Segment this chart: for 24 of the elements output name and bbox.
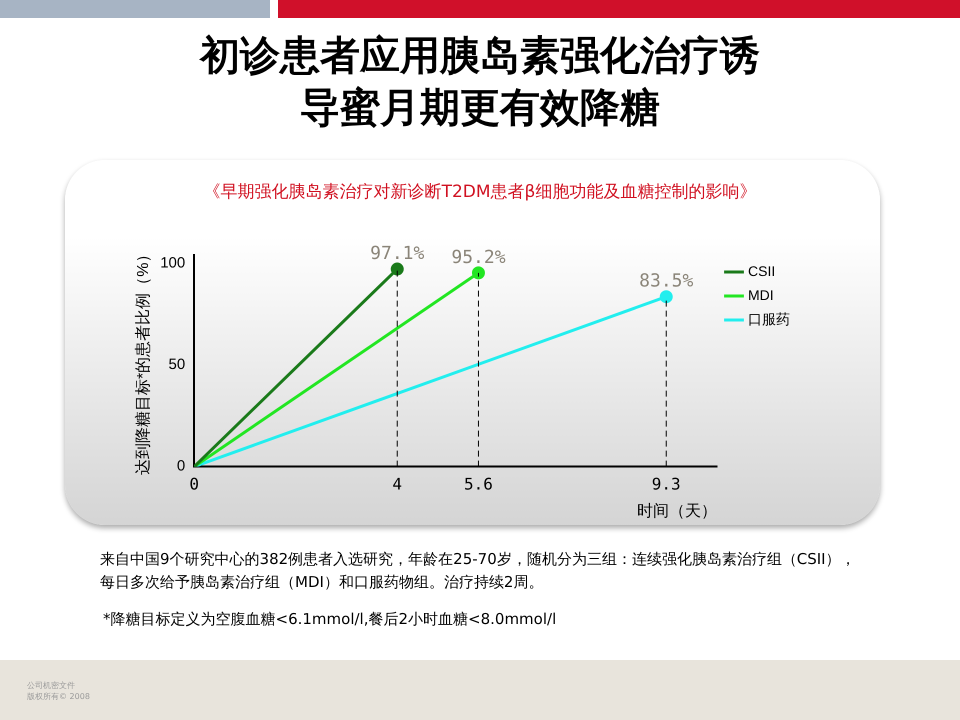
legend-label: CSII — [748, 262, 776, 279]
y-tick-label: 100 — [160, 254, 186, 272]
data-label: 95.2% — [451, 246, 506, 268]
chart-title: 初诊患者应用胰岛素强化治疗诱导蜜月期更有效降糖 — [200, 32, 760, 133]
data-label: 83.5% — [639, 270, 694, 292]
x-axis-title: 时间（天） — [637, 502, 717, 520]
text: 版权所有© 2008 — [27, 691, 90, 702]
x-tick-label: 9.3 — [652, 474, 681, 494]
text: 来自中国9个研究中心的382例患者入选研究，年龄在25-70岁，随机分为三组：连续强化胰岛素治疗组（CSII），每日多次给予胰岛素治疗组（MDI）和口服药物组。治疗持续2周。 — [100, 549, 857, 593]
x-tick-label: 0 — [189, 474, 200, 494]
y-axis-title: 达到降糖目标*的患者比例（%） — [134, 246, 152, 476]
point — [390, 262, 404, 276]
text: 公司机密文件 — [27, 680, 75, 691]
text: *降糖目标定义为空腹血糖<6.1mmol/l,餐后2小时血糖<8.0mmol/l — [103, 610, 556, 629]
point — [472, 266, 485, 280]
y-tick-label: 50 — [168, 356, 186, 374]
legend-label: 口服药 — [748, 310, 790, 327]
data-label: 97.1% — [370, 243, 424, 264]
x-tick-label: 5.6 — [464, 474, 493, 494]
legend-label: MDI — [748, 286, 774, 303]
x-tick-label: 4 — [392, 474, 402, 494]
chart-subtitle: 《早期强化胰岛素治疗对新诊断T2DM患者β细胞功能及血糖控制的影响》 — [202, 181, 758, 203]
point — [660, 290, 673, 304]
y-tick-label: 0 — [176, 458, 186, 475]
